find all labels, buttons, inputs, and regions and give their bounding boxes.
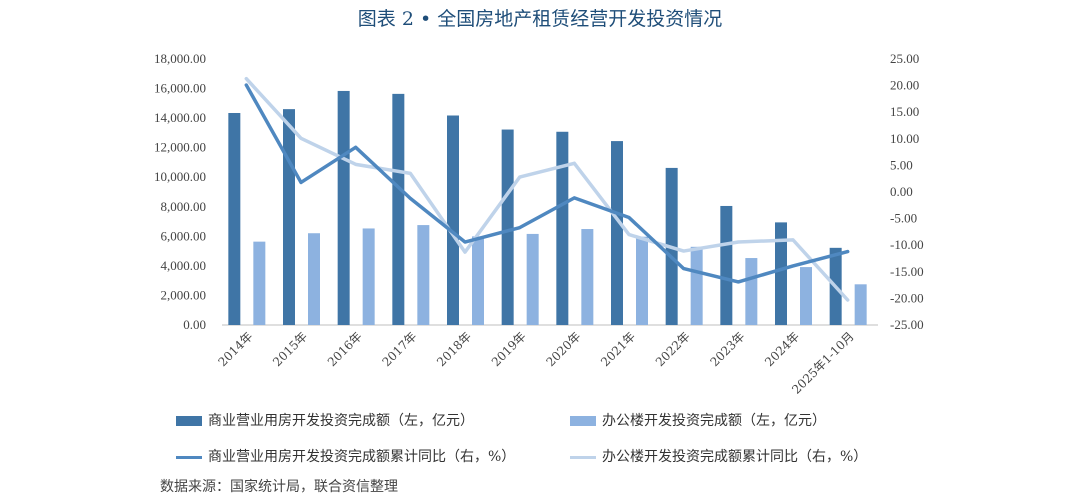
legend-label: 商业营业用房开发投资完成额（左，亿元）: [208, 413, 474, 429]
y-left-tick-label: 6,000.00: [161, 228, 207, 243]
y-left-tick-label: 16,000.00: [154, 81, 206, 96]
y-left-tick-label: 0.00: [183, 317, 206, 332]
legend-label: 商业营业用房开发投资完成额累计同比（右，%）: [208, 449, 516, 465]
y-left-tick-label: 4,000.00: [161, 258, 207, 273]
y-left-tick-label: 14,000.00: [154, 110, 206, 125]
line-office-yoy-point: [299, 136, 303, 140]
legend-item-commercial-yoy: 商业营业用房开发投资完成额累计同比（右，%）: [176, 446, 515, 466]
legend-label: 办公楼开发投资完成额累计同比（右，%）: [602, 449, 868, 465]
line-office-yoy-point: [682, 249, 686, 253]
bar-commercial-investment: [611, 141, 623, 325]
x-tick-label: 2024年: [762, 329, 802, 369]
x-tick-label: 2015年: [270, 329, 310, 369]
line-commercial-yoy-point: [244, 83, 248, 87]
bar-commercial-investment: [283, 109, 295, 326]
chart-area: 0.00 2,000.00 4,000.00 6,000.00 8,000.00 10,0…: [154, 51, 924, 397]
line-office-yoy-point: [354, 162, 358, 166]
x-tick-label: 2020年: [543, 329, 583, 369]
x-tick-label: 2022年: [653, 329, 693, 369]
line-office-yoy-point: [518, 175, 522, 179]
bar-office-investment: [854, 284, 867, 325]
bar-office-investment: [308, 233, 320, 325]
line-commercial-yoy-point: [736, 280, 740, 284]
bar-commercial-investment: [556, 131, 569, 325]
legend-swatch-office-line: [570, 455, 596, 459]
line-commercial-yoy-point: [572, 196, 576, 200]
bar-commercial-investment: [447, 115, 459, 325]
bar-office-investment: [745, 258, 758, 325]
bar-commercial-investment: [337, 90, 350, 325]
x-tick-label: 2018年: [434, 329, 474, 369]
bar-commercial-investment: [775, 222, 787, 325]
bar-office-investment: [690, 246, 703, 325]
x-tick-label: 2016年: [325, 329, 365, 369]
line-office-yoy-point: [463, 250, 467, 254]
data-source-note: 数据来源：国家统计局，联合资信整理: [160, 479, 398, 495]
line-commercial-yoy-point: [682, 267, 686, 271]
legend-item-commercial-investment: 商业营业用房开发投资完成额（左，亿元）: [176, 410, 474, 430]
y-right-tick-label: 20.00: [890, 78, 919, 93]
line-office-yoy: [244, 76, 850, 302]
bar-office-investment: [253, 241, 266, 325]
legend-swatch-commercial-line: [176, 455, 202, 459]
legend-swatch-office-bar: [570, 416, 596, 426]
y-right-tick-label: 15.00: [890, 104, 919, 119]
y-left-tick-label: 12,000.00: [154, 140, 206, 155]
y-left-tick-label: 10,000.00: [154, 169, 206, 184]
bar-office-investment: [800, 267, 812, 325]
legend-item-office-investment: 办公楼开发投资完成额（左，亿元）: [570, 410, 826, 430]
y-left-tick-label: 18,000.00: [154, 51, 206, 66]
bar-commercial-investment: [720, 205, 733, 325]
line-office-yoy-point: [627, 233, 631, 237]
y-right-tick-label: -5.00: [890, 211, 917, 226]
line-commercial-yoy: [244, 83, 850, 284]
line-commercial-yoy-point: [408, 196, 412, 200]
x-tick-label: 2019年: [489, 329, 529, 369]
legend-label: 办公楼开发投资完成额（左，亿元）: [602, 413, 826, 429]
bar-office-investment: [526, 233, 539, 325]
y-right-tick-label: -10.00: [890, 237, 924, 252]
y-right-tick-label: 25.00: [890, 51, 919, 66]
y-right-tick-label: 10.00: [890, 131, 919, 146]
y-right-tick-label: 0.00: [890, 184, 913, 199]
y-left-tick-label: 2,000.00: [161, 287, 207, 302]
line-office-yoy-point: [408, 171, 412, 175]
bar-office-investment: [362, 228, 375, 325]
line-commercial-yoy-point: [299, 180, 303, 184]
bar-office-investment: [581, 229, 594, 325]
line-commercial-yoy-point: [627, 216, 631, 220]
bar-office-investment: [417, 225, 430, 325]
y-right-tick-label: -25.00: [890, 317, 924, 332]
bar-commercial-investment: [392, 93, 405, 326]
line-commercial-yoy-point: [518, 226, 522, 230]
y-right-tick-label: -20.00: [890, 290, 924, 305]
line-office-yoy-point: [791, 238, 795, 242]
y-right-tick-label: -15.00: [890, 264, 924, 279]
x-tick-label: 2014年: [215, 329, 255, 369]
x-tick-label: 2023年: [707, 329, 747, 369]
line-office-yoy-point: [846, 298, 850, 302]
line-commercial-yoy-point: [354, 145, 358, 149]
x-tick-label: 2017年: [379, 329, 419, 369]
line-commercial-yoy-point: [846, 250, 850, 254]
legend-item-office-yoy: 办公楼开发投资完成额累计同比（右，%）: [570, 446, 867, 466]
bar-office-investment: [636, 236, 648, 325]
line-office-yoy-point: [244, 77, 248, 81]
line-office-yoy-point: [572, 161, 576, 165]
bar-commercial-investment: [228, 112, 241, 325]
x-tick-label: 2021年: [598, 329, 638, 369]
line-office-yoy-point: [736, 240, 740, 244]
line-commercial-yoy-point: [463, 240, 467, 244]
legend-swatch-commercial-bar: [176, 416, 202, 426]
line-commercial-yoy-point: [791, 264, 795, 268]
bar-office-investment: [472, 236, 484, 325]
chart-title: 图表 2 • 全国房地产租赁经营开发投资情况: [357, 8, 723, 30]
y-left-tick-label: 8,000.00: [161, 199, 207, 214]
bar-commercial-investment: [501, 129, 514, 325]
y-right-tick-label: 5.00: [890, 157, 913, 172]
